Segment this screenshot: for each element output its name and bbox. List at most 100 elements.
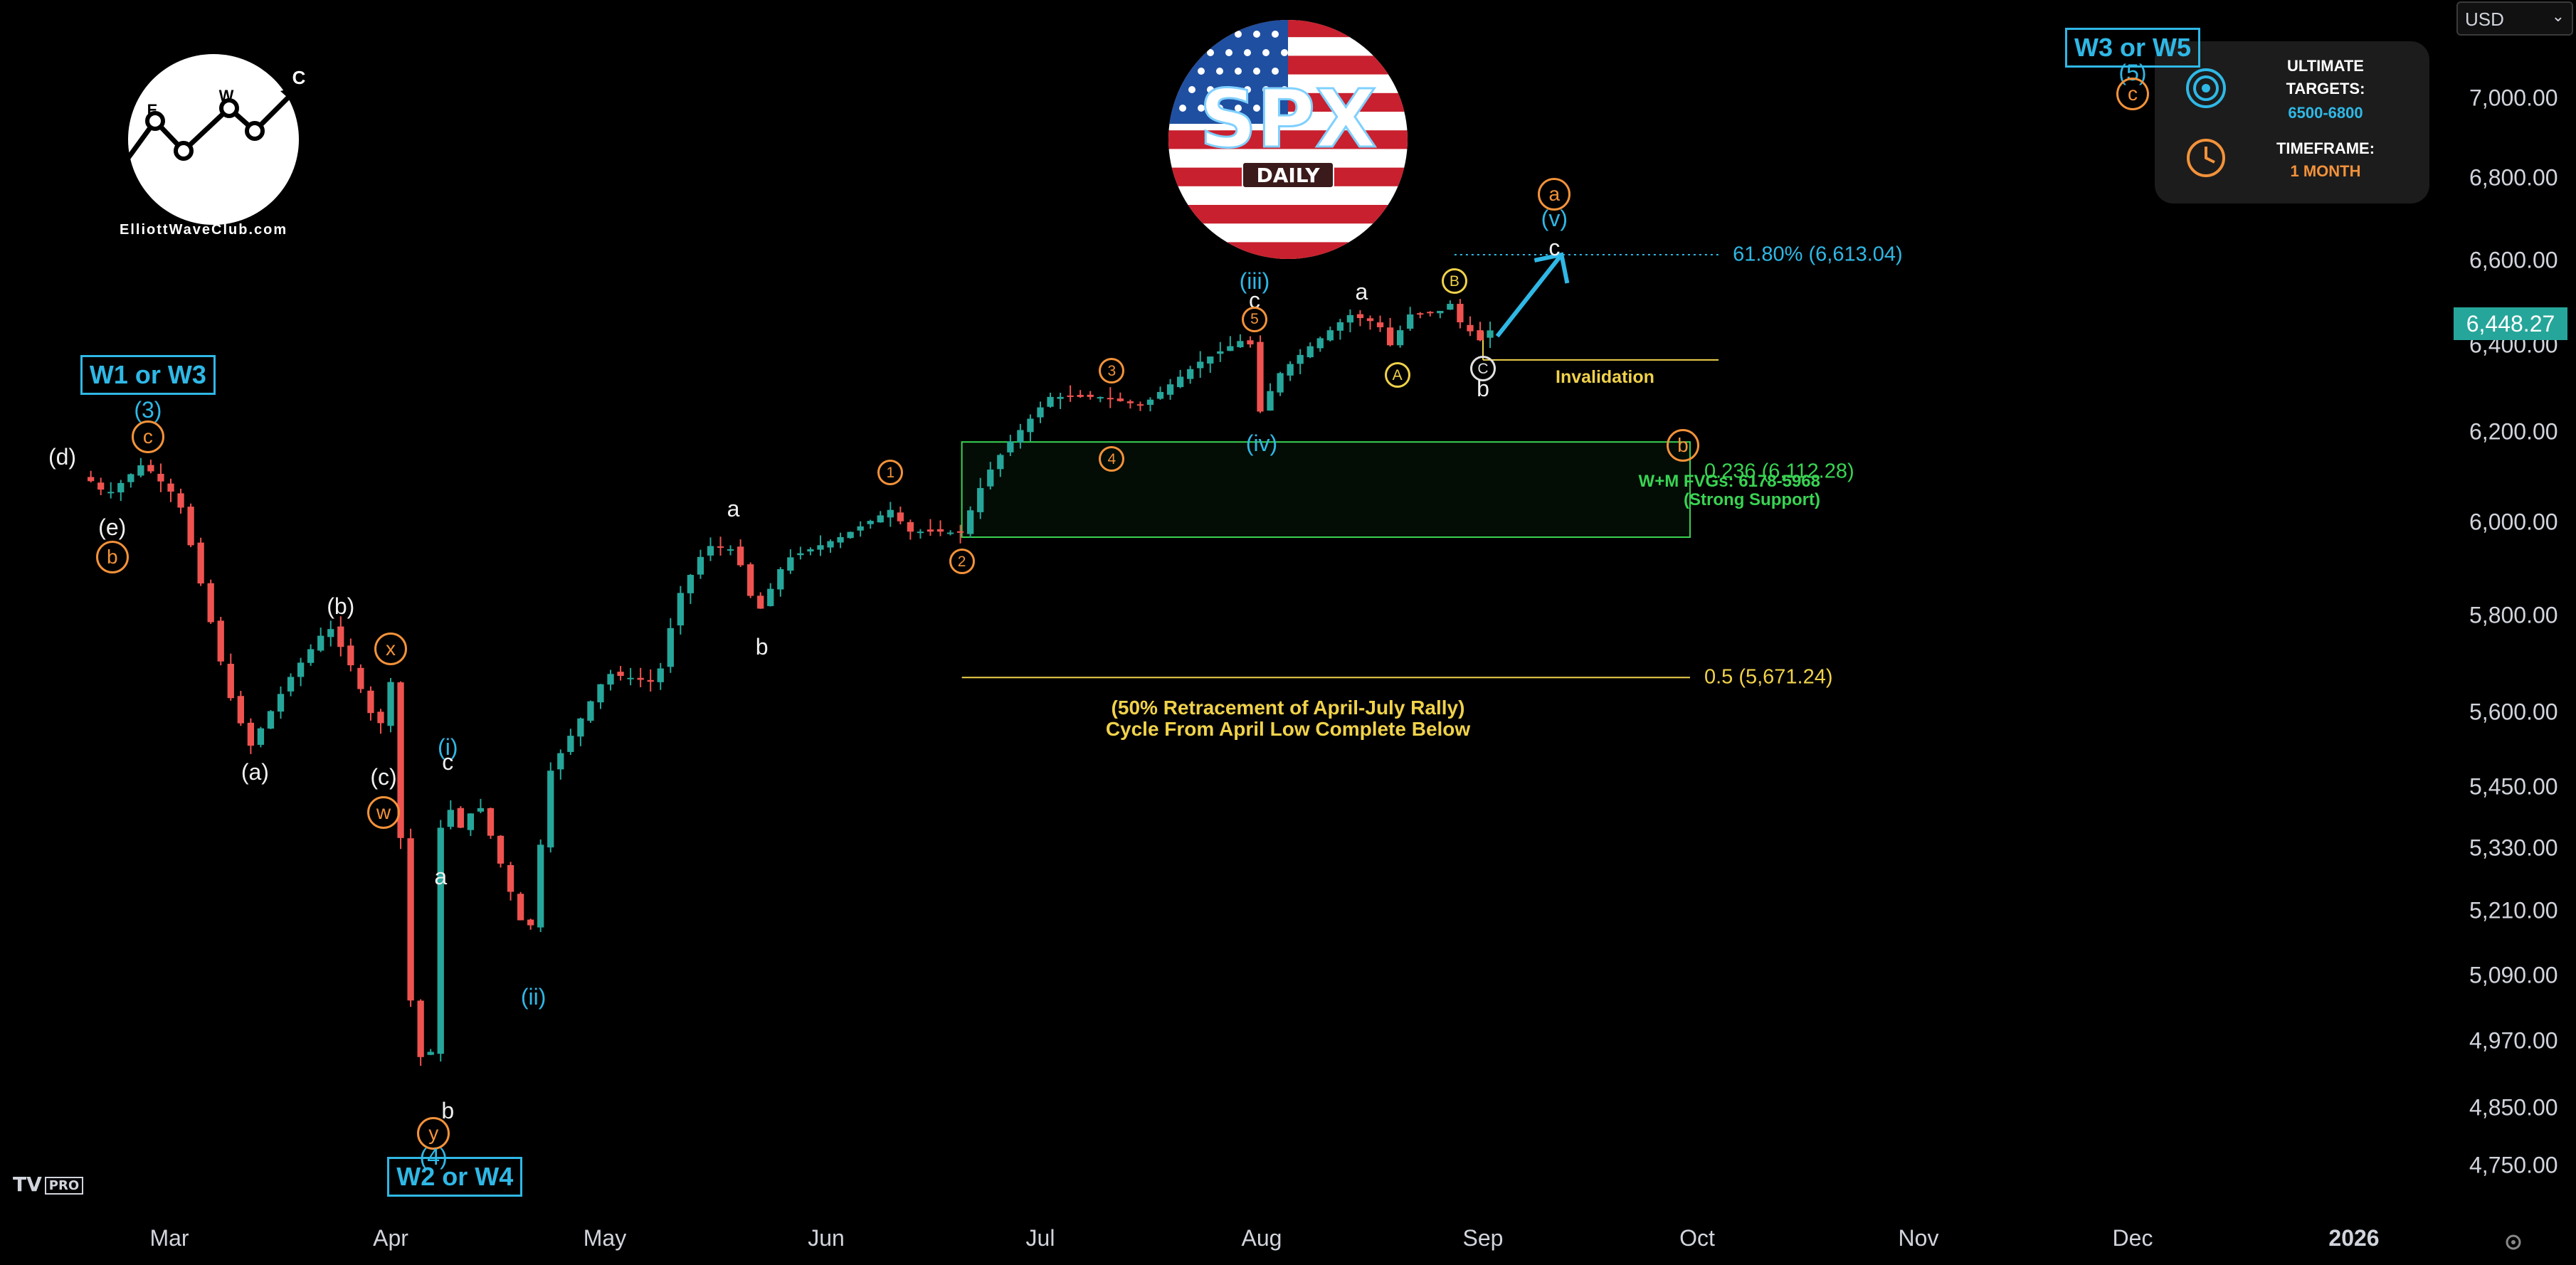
candle [867, 521, 874, 524]
candle [697, 556, 704, 575]
candle [807, 549, 814, 552]
candle [347, 645, 354, 666]
candle [287, 677, 295, 692]
clock-icon [2187, 139, 2225, 177]
candle [1247, 340, 1254, 345]
candle [367, 690, 374, 714]
candle [897, 512, 904, 522]
candle [717, 546, 724, 548]
candle [1356, 314, 1364, 319]
tradingview-logo[interactable]: TV PRO [13, 1173, 84, 1196]
info-panel: ULTIMATE TARGETS: 6500-6800 TIMEFRAME: 1… [2155, 41, 2429, 203]
chevron-down-icon: ⌄ [2551, 7, 2565, 25]
logo-letter-c: C [292, 67, 306, 88]
wave-label: (i) [438, 734, 458, 760]
candle [727, 549, 734, 551]
candle [1067, 395, 1074, 397]
x-tick: Aug [1241, 1225, 1282, 1251]
candle [1187, 369, 1194, 379]
candle [1017, 430, 1024, 443]
candle [1047, 396, 1054, 407]
candle [917, 531, 924, 534]
retracement-note: (50% Retracement of April-July Rally) Cy… [1106, 697, 1470, 740]
candle [597, 684, 604, 703]
candle [577, 718, 584, 737]
candle [137, 465, 144, 476]
candle [637, 677, 644, 680]
candle [187, 507, 194, 546]
retracement-note-line2: Cycle From April Low Complete Below [1105, 718, 1471, 740]
projection-arrow [1495, 253, 1563, 338]
candle [757, 596, 764, 609]
candle [887, 509, 894, 518]
candle [167, 483, 174, 492]
candle [677, 593, 684, 626]
wave-circle-label: 5 [1241, 306, 1267, 332]
candle [707, 546, 714, 556]
candle [1207, 356, 1214, 364]
candle [307, 649, 315, 663]
candle [1136, 404, 1144, 406]
y-tick: 5,800.00 [2469, 602, 2558, 628]
candle [787, 557, 794, 571]
spx-title: SPX [1199, 73, 1376, 166]
candle [197, 542, 204, 584]
candle [657, 668, 664, 682]
candle [177, 493, 184, 508]
candle [1316, 338, 1324, 349]
targets-title-line2: TARGETS: [2286, 80, 2365, 97]
candle [956, 531, 964, 533]
candle [1467, 324, 1474, 332]
candle [467, 813, 475, 830]
fib-label: 61.80% (6,613.04) [1733, 243, 1903, 266]
y-tick: 4,970.00 [2469, 1027, 2558, 1054]
candle [1087, 394, 1094, 397]
candle [517, 894, 524, 921]
candle [1117, 398, 1124, 401]
candle [127, 474, 134, 482]
wave-circle-label: b [1666, 429, 1699, 462]
candle [217, 620, 224, 662]
candle [507, 864, 514, 892]
candle [1287, 364, 1294, 376]
candle [387, 682, 394, 726]
candle [1346, 314, 1354, 323]
candle [377, 711, 384, 724]
wave-label: c [1548, 235, 1561, 261]
wave-circle-label: y [417, 1117, 450, 1150]
targets-title-line1: ULTIMATE [2287, 57, 2364, 75]
candle [227, 663, 234, 699]
wave-label: a [1355, 278, 1368, 305]
candle [1336, 322, 1344, 331]
candle [417, 1000, 424, 1057]
settings-gear-icon[interactable] [2502, 1231, 2525, 1254]
candle [1146, 399, 1154, 406]
wave-degree-label: W3 or W5 [2064, 27, 2200, 68]
candle [1417, 313, 1424, 315]
candle [946, 532, 954, 534]
x-tick: Jul [1025, 1225, 1055, 1251]
x-tick: 2026 [2328, 1225, 2380, 1251]
candle [547, 771, 554, 848]
wave-label: c [442, 748, 454, 775]
fib-label: 0.5 (5,671.24) [1704, 665, 1833, 689]
logo-node [174, 141, 194, 161]
timeframe-value: 1 MONTH [2290, 162, 2361, 180]
currency-selector[interactable]: USD ⌄ [2456, 1, 2573, 36]
logo-node [145, 111, 165, 131]
tv-pro-badge: PRO [44, 1176, 84, 1195]
wave-label: (e) [98, 514, 127, 540]
logo-arrow-head [280, 87, 299, 104]
candle [1427, 312, 1434, 314]
candle [147, 465, 154, 472]
y-tick: 7,000.00 [2469, 85, 2558, 111]
candle [1126, 401, 1134, 403]
candle [1307, 346, 1314, 358]
candle [1166, 384, 1174, 395]
wave-circle-label: C [1470, 356, 1496, 382]
y-tick: 4,750.00 [2469, 1152, 2558, 1178]
wave-label: (3) [134, 397, 162, 423]
currency-value: USD [2465, 9, 2504, 30]
candle [1197, 361, 1204, 369]
